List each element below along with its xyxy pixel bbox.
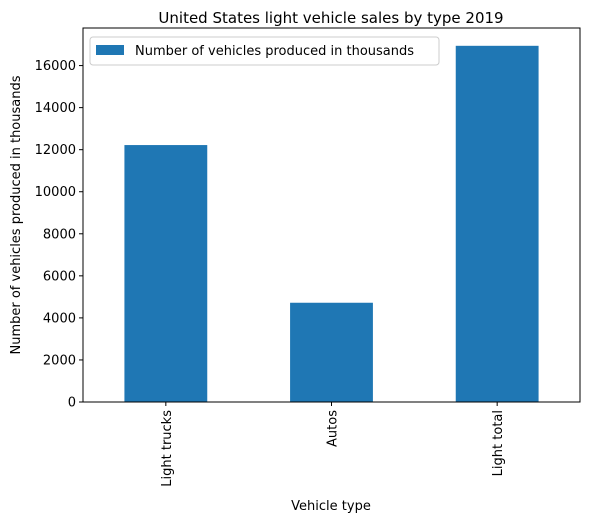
y-tick-label: 0 [68,396,76,411]
x-tick-label: Light total [491,410,506,476]
x-tick-label: Autos [326,410,341,447]
y-tick-label: 8000 [43,227,76,242]
y-tick-label: 16000 [35,59,76,74]
plot-frame [82,27,581,403]
bar-light-total [455,45,539,403]
legend: Number of vehicles produced in thousands [89,36,440,66]
legend-swatch [96,45,124,55]
bar-autos [290,302,373,402]
y-tick-label: 12000 [35,143,76,158]
y-tick-label: 4000 [43,311,76,326]
x-axis-label: Vehicle type [291,499,371,514]
y-tick-label: 2000 [43,353,76,368]
bars-group [124,45,539,403]
bar-light-trucks [124,145,208,402]
chart-title: United States light vehicle sales by typ… [158,9,503,27]
y-tick-label: 14000 [35,101,76,116]
y-axis-ticks: 0 2000 4000 6000 8000 10000 12000 14000 16000 [35,59,83,411]
x-tick-label: Light trucks [160,410,175,487]
y-tick-label: 6000 [43,269,76,284]
legend-box [89,36,440,66]
x-axis-ticks: Light trucks Autos Light total [160,402,506,487]
y-axis-label: Number of vehicles produced in thousands [9,75,24,354]
y-tick-label: 10000 [35,185,76,200]
legend-label: Number of vehicles produced in thousands [135,44,414,59]
